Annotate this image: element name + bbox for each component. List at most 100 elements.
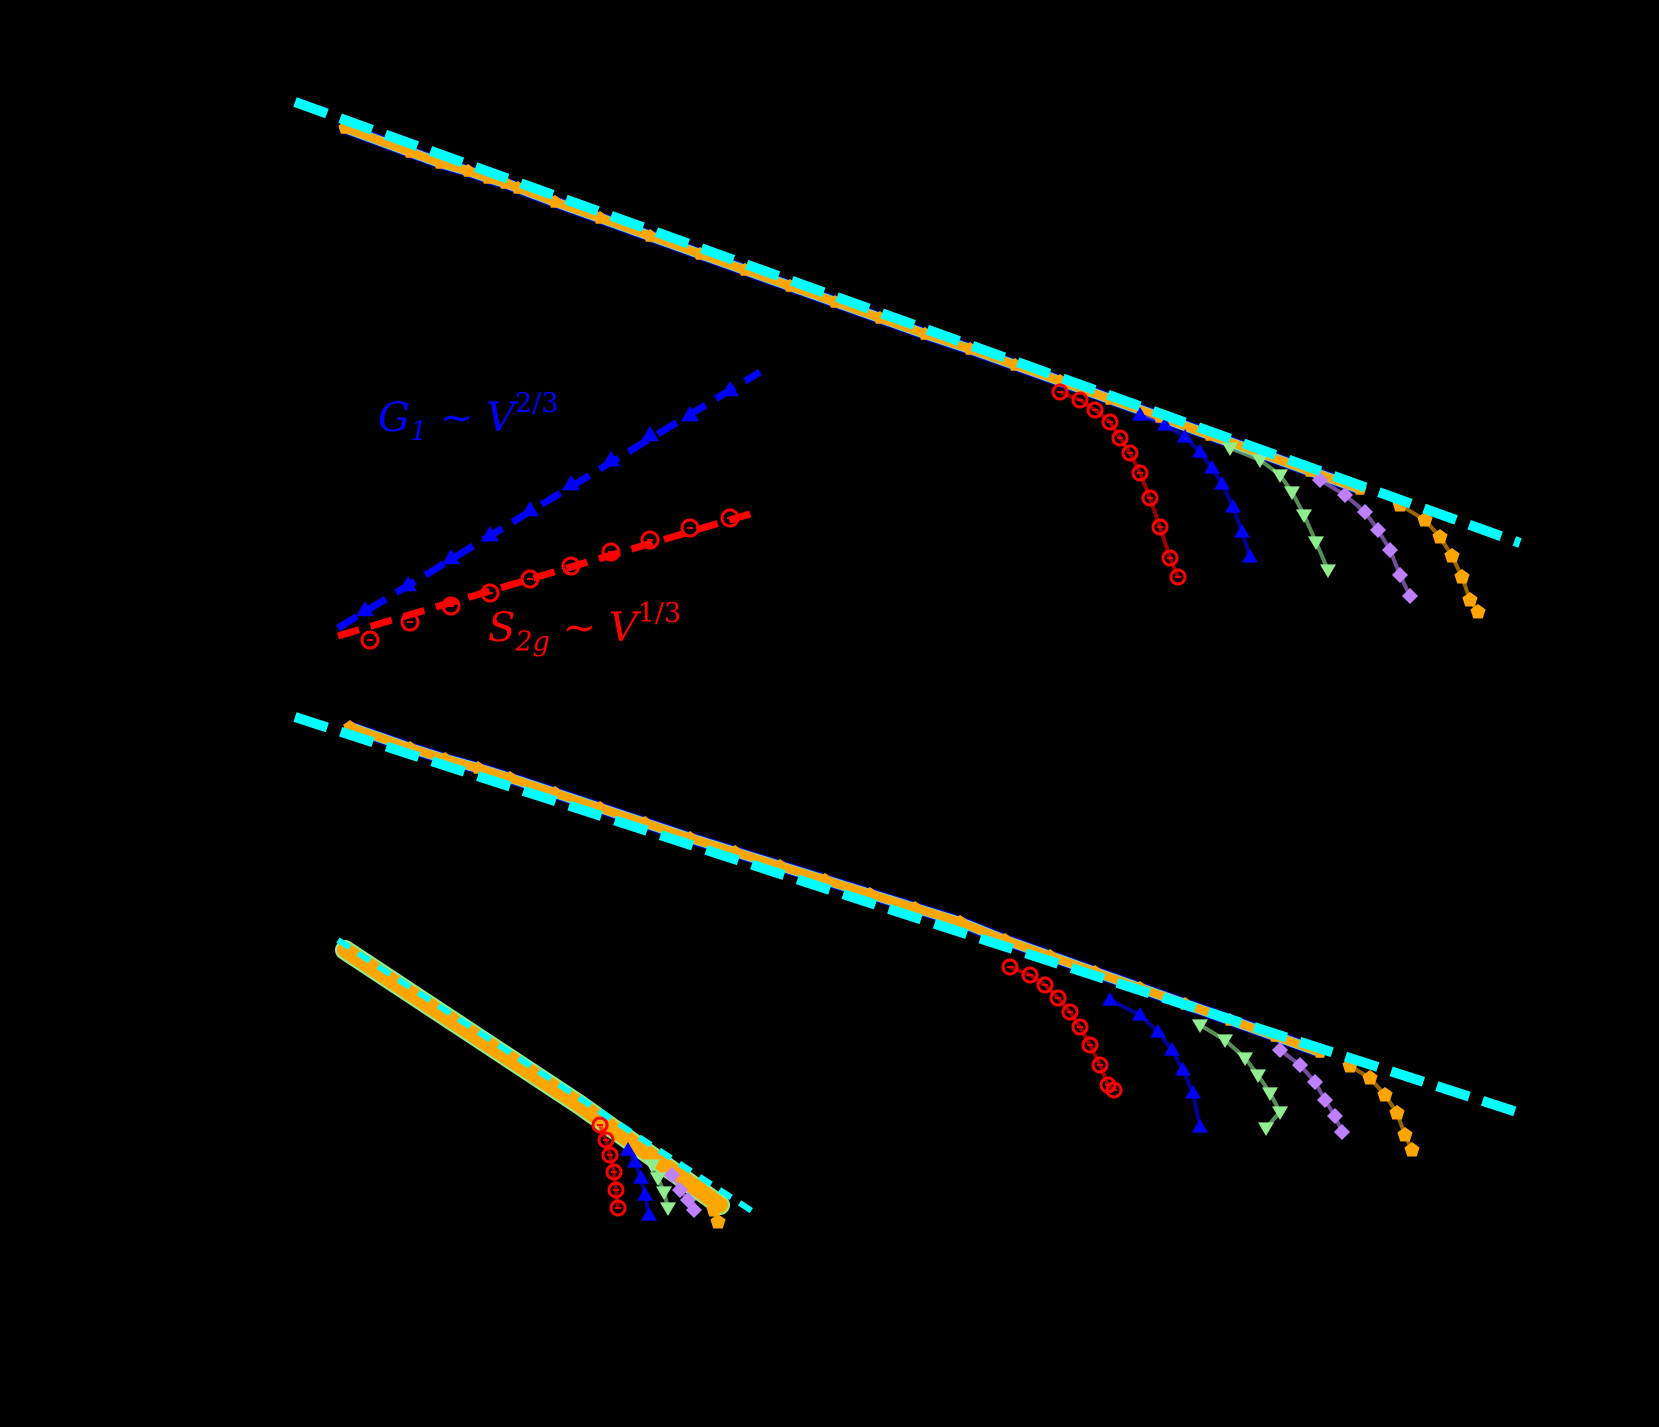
marker-circle-open bbox=[1121, 444, 1139, 462]
marker-triangle-down bbox=[1296, 509, 1312, 523]
marker-triangle-up bbox=[1192, 1119, 1208, 1133]
marker-pentagon bbox=[1377, 1087, 1393, 1102]
marker-triangle-down bbox=[1222, 442, 1238, 456]
marker-pentagon bbox=[953, 915, 967, 928]
marker-circle-open bbox=[1151, 518, 1169, 536]
marker-triangle-down bbox=[1320, 564, 1336, 578]
series-trace bbox=[1198, 1023, 1283, 1130]
marker-triangle-up bbox=[1175, 1062, 1191, 1076]
ann-s2g-sub: 2g bbox=[515, 626, 550, 658]
marker-diamond bbox=[1312, 472, 1328, 488]
marker-triangle-up bbox=[627, 1154, 643, 1168]
data-markers bbox=[338, 121, 1486, 1229]
marker-diamond bbox=[1392, 567, 1408, 583]
inset-band-orange bbox=[337, 942, 728, 1213]
marker-circle-open bbox=[441, 596, 461, 616]
marker-pentagon bbox=[1362, 1070, 1378, 1085]
ann-g1-base: G bbox=[378, 394, 410, 441]
marker-triangle-down bbox=[1308, 536, 1324, 550]
marker-circle-open bbox=[561, 556, 581, 576]
marker-triangle-up bbox=[721, 381, 739, 397]
marker-pentagon bbox=[643, 229, 657, 242]
marker-circle-open bbox=[601, 1146, 619, 1164]
marker-pentagon bbox=[710, 1214, 726, 1229]
marker-diamond bbox=[672, 1182, 688, 1198]
marker-circle-open bbox=[720, 508, 740, 528]
marker-triangle-down bbox=[1284, 486, 1300, 500]
marker-diamond bbox=[1307, 1074, 1323, 1090]
marker-circle-open bbox=[1101, 413, 1119, 431]
marker-triangle-up bbox=[1150, 1024, 1166, 1038]
marker-diamond bbox=[1370, 522, 1386, 538]
marker-pentagon bbox=[1470, 604, 1486, 619]
marker-triangle-up bbox=[356, 601, 374, 617]
marker-pentagon bbox=[471, 761, 485, 774]
marker-pentagon bbox=[1397, 1127, 1413, 1142]
marker-triangle-up bbox=[1157, 417, 1173, 431]
dashed-fit-lines bbox=[293, 97, 1522, 1216]
marker-circle-open bbox=[1051, 383, 1069, 401]
marker-pentagon bbox=[1417, 512, 1433, 527]
ann-g1-sim: ~ V bbox=[427, 394, 515, 441]
marker-circle-open bbox=[360, 630, 380, 650]
marker-circle-open bbox=[520, 569, 540, 589]
marker-triangle-up bbox=[562, 475, 580, 491]
marker-diamond bbox=[1382, 542, 1398, 558]
marker-triangle-down bbox=[1237, 1052, 1253, 1066]
marker-circle-open bbox=[400, 612, 420, 632]
power-law-fit-line bbox=[336, 937, 757, 1216]
marker-circle-open bbox=[597, 1131, 615, 1149]
marker-triangle-up bbox=[1242, 549, 1258, 563]
marker-triangle-up bbox=[399, 576, 417, 592]
marker-diamond bbox=[1317, 1092, 1333, 1108]
marker-circle-open bbox=[1081, 1036, 1099, 1054]
power-law-fit-line bbox=[293, 712, 1522, 1118]
marker-circle-open bbox=[1086, 401, 1104, 419]
marker-triangle-down bbox=[660, 1202, 676, 1216]
marker-triangle-up bbox=[442, 549, 460, 565]
marker-triangle-down bbox=[1252, 454, 1268, 468]
marker-circle-open bbox=[1141, 489, 1159, 507]
series-trace bbox=[1139, 413, 1252, 558]
marker-pentagon bbox=[1389, 1105, 1405, 1120]
marker-triangle-down bbox=[1217, 1034, 1233, 1048]
marker-circle-open bbox=[1111, 429, 1129, 447]
marker-circle-open bbox=[1021, 966, 1039, 984]
marker-diamond bbox=[1272, 1042, 1288, 1058]
marker-triangle-up bbox=[641, 1207, 657, 1221]
marker-diamond bbox=[664, 1167, 680, 1183]
marker-diamond bbox=[1292, 1057, 1308, 1073]
marker-pentagon bbox=[1462, 592, 1478, 607]
marker-diamond bbox=[1327, 1108, 1343, 1124]
marker-triangle-up bbox=[602, 451, 620, 467]
marker-pentagon bbox=[700, 1190, 716, 1205]
marker-circle-open bbox=[1049, 989, 1067, 1007]
annotation-s2g-scaling: S2g ~ V1/3 bbox=[488, 598, 681, 657]
marker-diamond bbox=[1357, 504, 1373, 520]
marker-triangle-down bbox=[1262, 1087, 1278, 1101]
marker-triangle-up bbox=[641, 426, 659, 442]
ann-s2g-sup: 1/3 bbox=[637, 598, 682, 629]
series-trace bbox=[1109, 998, 1202, 1128]
marker-diamond bbox=[686, 1202, 702, 1218]
marker-triangle-up bbox=[681, 406, 699, 422]
marker-triangle-down bbox=[1272, 1106, 1288, 1120]
marker-circle-open bbox=[1161, 549, 1179, 567]
marker-triangle-up bbox=[1164, 1042, 1180, 1056]
ann-s2g-sim: ~ V bbox=[549, 604, 638, 651]
marker-triangle-up bbox=[637, 1187, 653, 1201]
marker-pentagon bbox=[1454, 569, 1470, 584]
marker-triangle-down bbox=[656, 1186, 672, 1200]
marker-circle-open bbox=[1061, 1003, 1079, 1021]
marker-circle-open bbox=[605, 1163, 623, 1181]
marker-circle-open bbox=[609, 1199, 627, 1217]
marker-triangle-down bbox=[1258, 1122, 1274, 1136]
marker-triangle-up bbox=[1204, 460, 1220, 474]
series-trace bbox=[598, 1124, 620, 1209]
marker-circle-open bbox=[1169, 568, 1187, 586]
marker-circle-open bbox=[1071, 1018, 1089, 1036]
ann-g1-sup: 2/3 bbox=[514, 388, 559, 419]
marker-triangle-up bbox=[1192, 444, 1208, 458]
marker-diamond bbox=[1402, 588, 1418, 604]
